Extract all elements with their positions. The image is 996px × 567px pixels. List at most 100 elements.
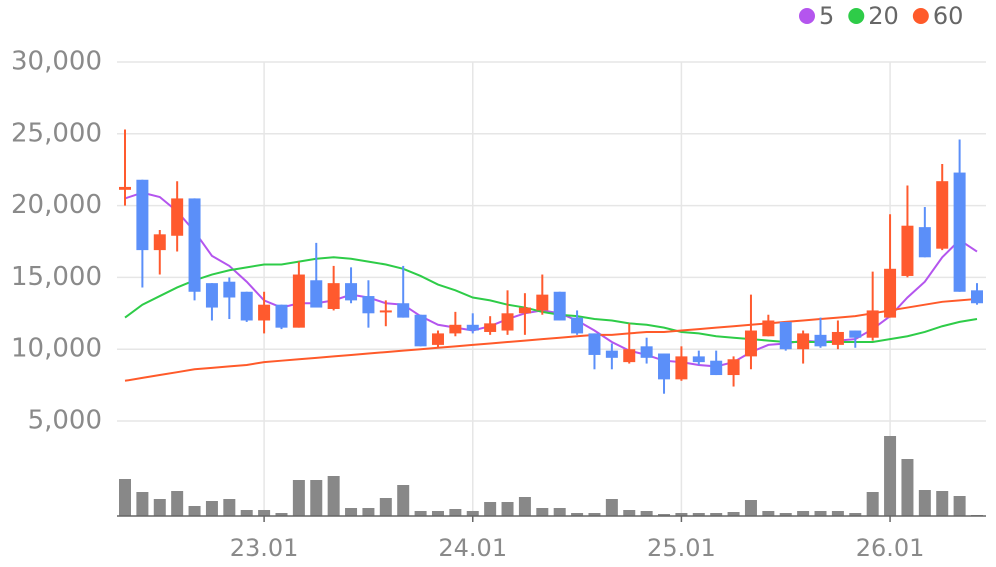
candle-body <box>240 291 253 321</box>
x-tick-label: 26.01 <box>856 534 925 562</box>
candle-body <box>484 323 497 332</box>
candle-body <box>223 281 236 298</box>
legend-marker <box>912 8 929 24</box>
volume-bar <box>379 498 392 516</box>
volume-bar <box>327 476 340 516</box>
volume-bar <box>466 511 479 516</box>
moving-average-line <box>124 256 978 344</box>
volume-bar <box>710 513 723 516</box>
volume-bar <box>692 513 705 516</box>
candle-body <box>605 350 618 358</box>
volume-bar <box>414 511 427 516</box>
candle-body <box>640 346 653 358</box>
volume-bar <box>762 511 775 516</box>
candle-body <box>414 314 427 347</box>
candle-body <box>831 331 844 345</box>
candle-body <box>623 349 636 363</box>
volume-bar <box>310 480 323 516</box>
volume-bar <box>901 459 914 516</box>
legend-label: 20 <box>868 2 899 30</box>
volume-bar <box>605 499 618 516</box>
candle-body <box>571 317 584 334</box>
volume-bar <box>484 502 497 516</box>
volume-bar <box>571 513 584 516</box>
candle-body <box>536 294 549 311</box>
x-tick-label: 24.01 <box>438 534 507 562</box>
candle-body <box>136 179 149 251</box>
volume-bar <box>136 492 149 516</box>
legend-marker <box>799 8 815 24</box>
volume-bar <box>449 509 462 516</box>
volume-bar <box>345 508 358 516</box>
volume-bar <box>240 510 253 516</box>
candle-body <box>936 181 949 249</box>
volume-bar <box>623 510 636 516</box>
candle-body <box>849 330 862 338</box>
volume-bar <box>536 508 549 516</box>
candle-body <box>762 320 775 337</box>
candle-body <box>379 310 392 313</box>
y-tick-label: 10,000 <box>11 334 102 364</box>
candle-body <box>901 225 914 276</box>
candle-body <box>553 291 566 321</box>
volume-bar <box>397 485 410 516</box>
candle-body <box>188 198 201 292</box>
legend-marker <box>848 8 865 24</box>
volume-bar <box>640 511 653 516</box>
volume-bar <box>675 513 688 516</box>
volume-bar <box>779 513 792 516</box>
candle-body <box>797 333 810 350</box>
volume-bar <box>588 513 601 516</box>
candle-body <box>884 268 897 318</box>
volume-bar <box>831 511 844 516</box>
candle-body <box>814 334 827 347</box>
candle-body <box>327 283 340 309</box>
volume-bar <box>814 511 827 516</box>
volume-bar <box>188 506 201 516</box>
candle-body <box>658 353 671 380</box>
candle-body <box>171 198 184 236</box>
candle-body <box>588 333 601 355</box>
legend-label: 60 <box>933 2 964 30</box>
volume-bar <box>744 500 757 516</box>
candle-body <box>710 360 723 376</box>
candle-body <box>971 290 983 304</box>
candle-body <box>779 321 792 350</box>
candle-body <box>258 304 271 321</box>
candle-body <box>292 274 305 328</box>
candle-body <box>744 330 757 357</box>
volume-bar <box>362 508 375 516</box>
candle-body <box>362 296 375 314</box>
volume-bar <box>292 480 305 516</box>
y-tick-label: 20,000 <box>11 190 102 220</box>
candle-body <box>119 186 131 190</box>
candle-body <box>310 280 323 308</box>
volume-bar <box>205 501 218 516</box>
volume-bar <box>797 511 810 516</box>
volume-bar <box>936 491 949 516</box>
candle-body <box>866 310 879 338</box>
volume-bar <box>275 513 288 516</box>
candle-body <box>153 234 166 251</box>
moving-average-line <box>124 297 978 382</box>
y-tick-label: 5,000 <box>28 406 102 436</box>
y-tick-label: 15,000 <box>11 262 102 292</box>
candle-body <box>397 303 410 318</box>
candle-body <box>727 359 740 376</box>
candle-body <box>518 307 531 314</box>
x-tick-label: 23.01 <box>230 534 299 562</box>
volume-bar <box>501 502 514 516</box>
volume-bar <box>727 512 740 516</box>
candle-body <box>449 324 462 334</box>
volume-bar <box>119 479 131 516</box>
y-tick-label: 30,000 <box>11 47 102 77</box>
candle-body <box>692 356 705 363</box>
volume-bar <box>953 496 966 516</box>
y-tick-label: 25,000 <box>11 118 102 148</box>
x-tick-label: 25.01 <box>647 534 716 562</box>
candle-body <box>675 356 688 380</box>
volume-bar <box>849 513 862 516</box>
candle-body <box>953 172 966 292</box>
